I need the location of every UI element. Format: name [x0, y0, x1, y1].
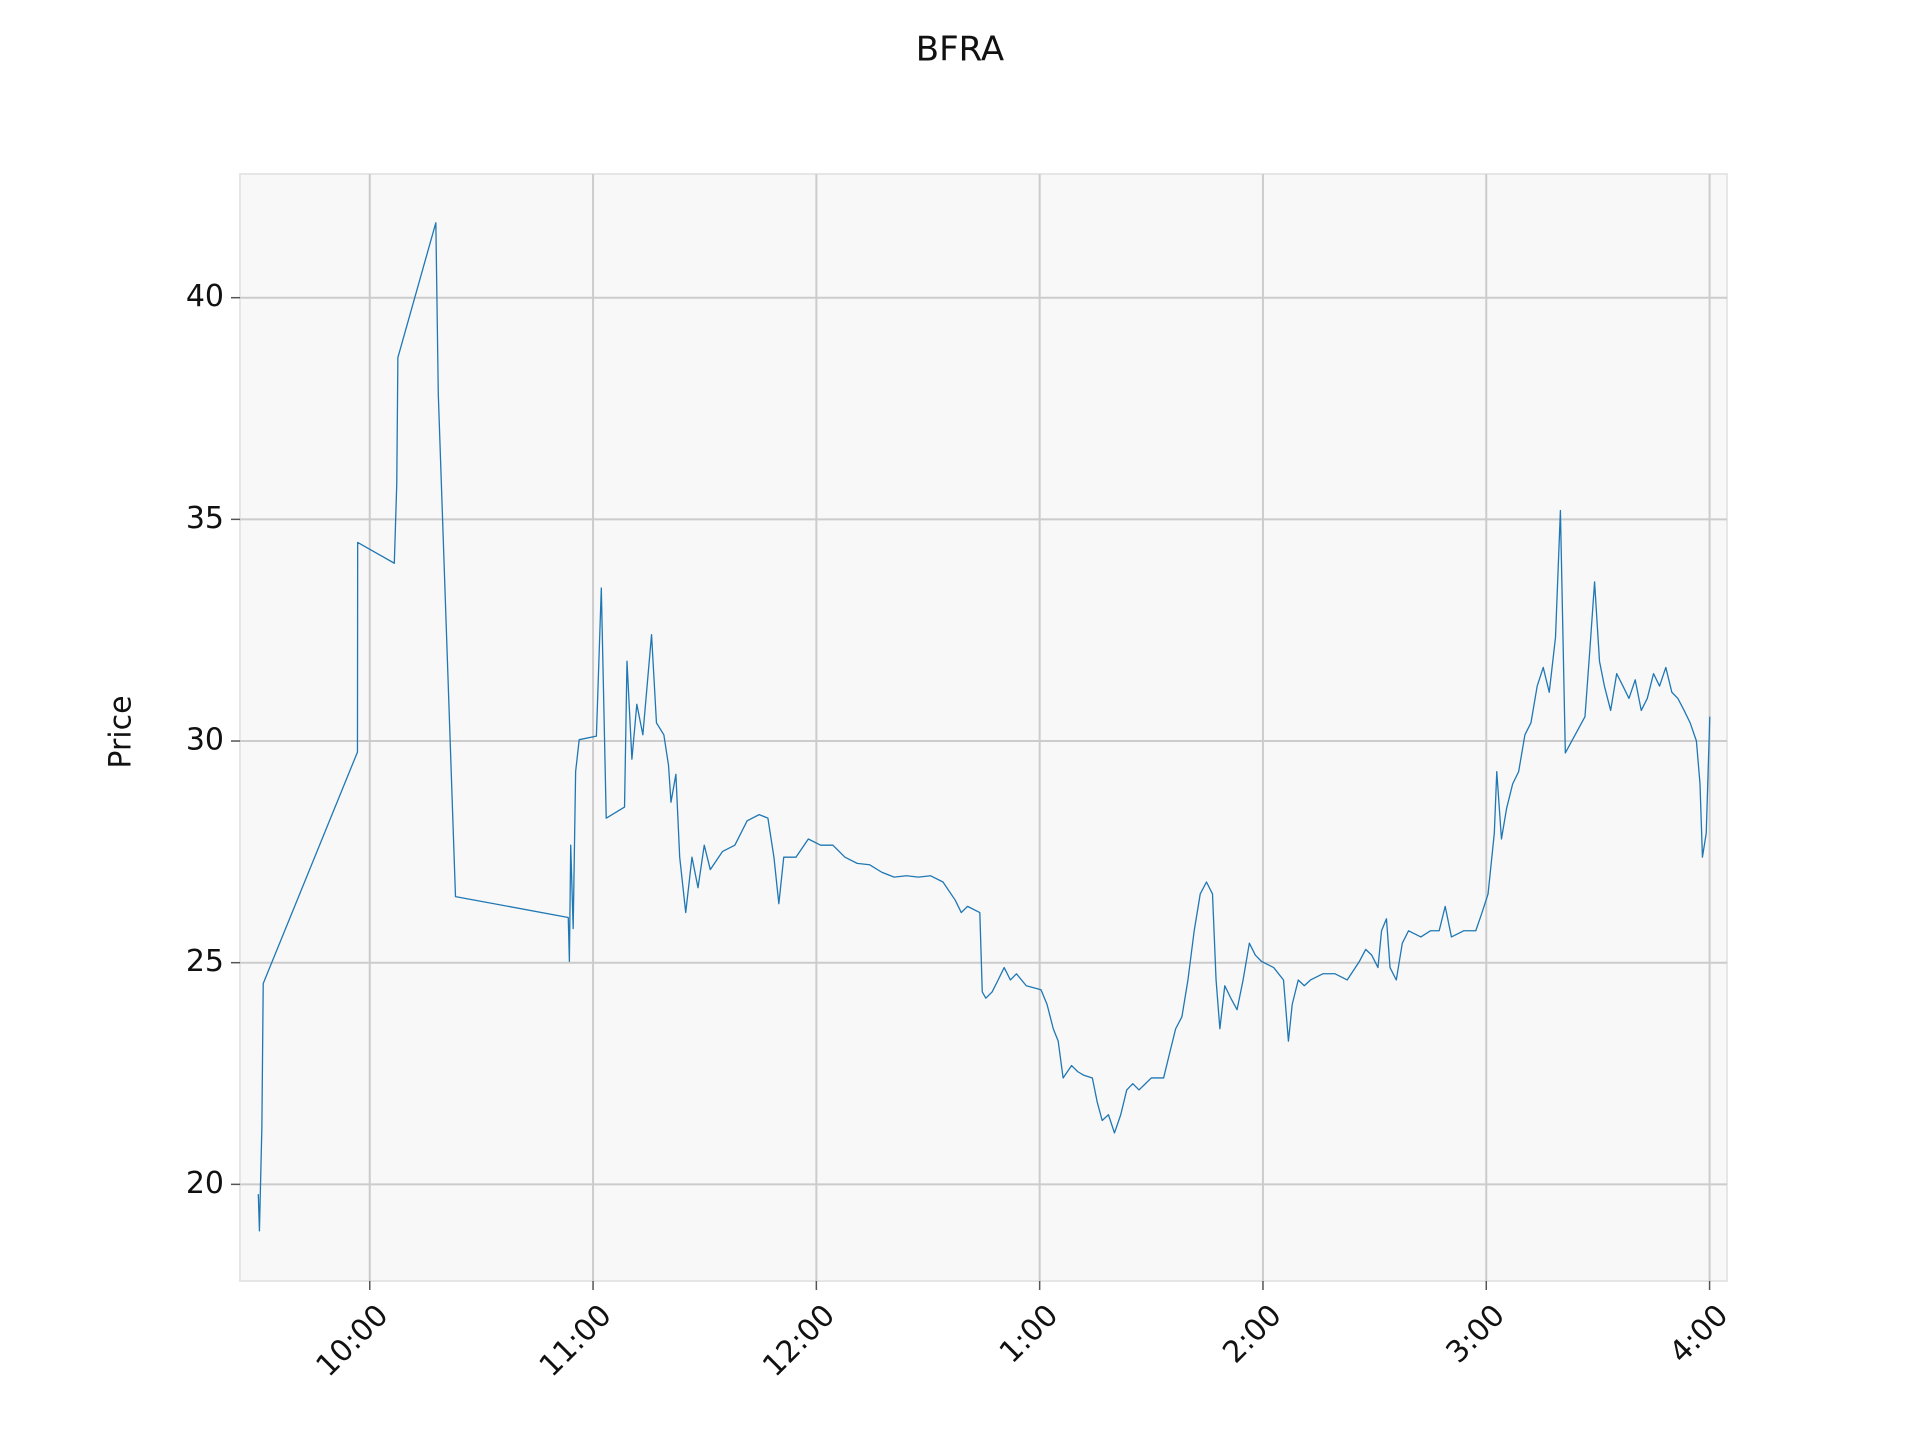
- y-tick-label: 30: [186, 723, 224, 758]
- x-tick-label: 10:00: [310, 1298, 396, 1384]
- x-tick-label: 4:00: [1663, 1298, 1735, 1370]
- plot-area: [239, 173, 1728, 1282]
- x-tick-label: 12:00: [756, 1298, 842, 1384]
- y-tick-label: 35: [186, 501, 224, 536]
- x-tick-label: 2:00: [1216, 1298, 1288, 1370]
- x-tick-label: 11:00: [533, 1298, 619, 1384]
- x-tick-label: 1:00: [993, 1298, 1065, 1370]
- price-line: [257, 222, 1711, 1232]
- y-tick-label: 25: [186, 944, 224, 979]
- y-tick-label: 40: [186, 279, 224, 314]
- y-tick-label: 20: [186, 1166, 224, 1201]
- x-tick-label: 3:00: [1440, 1298, 1512, 1370]
- y-axis-label: Price: [104, 695, 139, 768]
- chart-title: BFRA: [916, 30, 1004, 70]
